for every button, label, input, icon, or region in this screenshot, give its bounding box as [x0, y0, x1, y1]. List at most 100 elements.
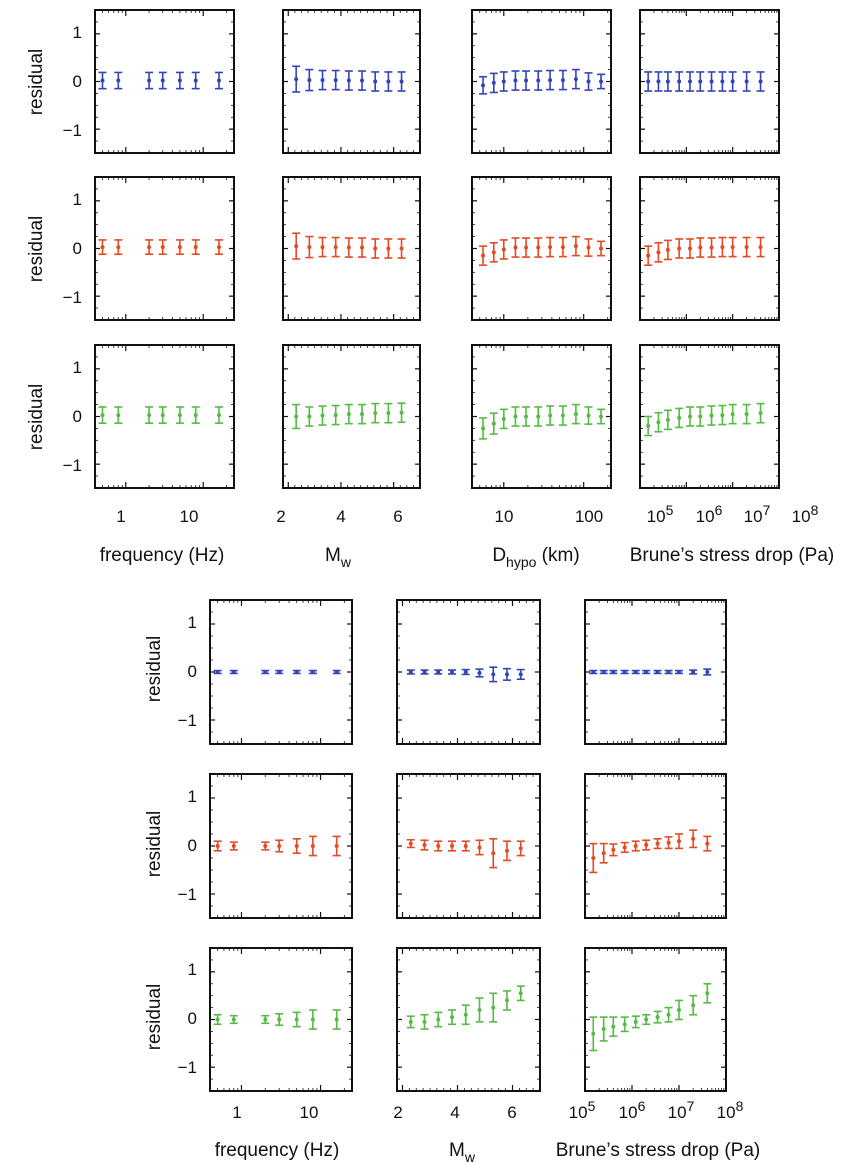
data-point	[491, 851, 496, 856]
errorbar-point	[475, 668, 484, 678]
data-point	[656, 79, 661, 84]
errorbar-point	[503, 667, 511, 681]
data-point	[501, 247, 506, 252]
data-point	[333, 245, 338, 250]
errorbar-point	[609, 1016, 618, 1037]
upper-ylabels: residual residual residual	[26, 49, 47, 451]
errorbar-point	[145, 406, 154, 424]
errorbar-point	[664, 669, 673, 675]
errorbar-point	[696, 406, 705, 427]
errorbar-point	[522, 406, 531, 427]
data-point	[705, 670, 710, 674]
panel-frame	[94, 344, 235, 489]
data-point	[601, 670, 606, 674]
ytick-label: 1	[73, 23, 82, 42]
errorbar-point	[718, 404, 727, 426]
ytick-label: 1	[188, 787, 197, 806]
panel-frame	[584, 947, 727, 1092]
data-point	[599, 79, 604, 84]
errorbar-point	[371, 238, 380, 259]
panel-upper-green-frequency	[94, 344, 235, 489]
data-point	[463, 844, 468, 848]
data-point	[307, 414, 312, 419]
xlabel-dhypo-upper: Dhypo (km)	[492, 545, 579, 570]
data-point	[691, 670, 696, 674]
ylabel-upper-row3: residual	[26, 384, 47, 451]
data-point	[408, 670, 413, 674]
errorbar-point	[318, 236, 327, 258]
errorbar-point	[599, 669, 608, 675]
data-point	[698, 79, 703, 84]
data-point	[691, 1003, 696, 1008]
xtick-stress-1e8: 108	[717, 1098, 744, 1122]
errorbar-point	[534, 70, 543, 91]
data-point	[333, 413, 338, 418]
errorbar-point	[728, 236, 737, 258]
data-point	[481, 253, 486, 258]
data-point	[147, 78, 152, 83]
data-point	[481, 83, 486, 88]
panel-upper-red-frequency	[94, 176, 235, 321]
data-point	[644, 843, 649, 848]
xtick-stress-1e5: 105	[647, 502, 674, 526]
errorbar-point	[420, 1013, 429, 1030]
panel-frame	[282, 176, 421, 321]
errorbar-point	[344, 70, 353, 91]
errorbar-point	[158, 239, 167, 256]
errorbar-point	[675, 407, 684, 429]
data-point	[463, 670, 468, 674]
data-point	[688, 414, 693, 419]
data-point	[216, 413, 221, 418]
panel-frame	[396, 599, 541, 745]
data-point	[513, 414, 518, 419]
errorbar-point	[229, 1014, 238, 1025]
data-point	[758, 79, 763, 84]
data-point	[688, 79, 693, 84]
errorbar-point	[589, 842, 598, 874]
data-point	[665, 247, 670, 252]
errorbar-point	[642, 1013, 651, 1026]
errorbar-point	[308, 669, 317, 675]
xtick-stress-1e7: 107	[744, 502, 771, 526]
errorbar-point	[620, 669, 629, 675]
data-point	[524, 414, 529, 419]
data-point	[399, 246, 404, 251]
errorbar-point	[654, 241, 663, 263]
data-point	[536, 78, 541, 83]
panel-upper-green-dhypo	[471, 344, 612, 489]
ytick-label: −1	[178, 885, 197, 904]
panel-lower-red-frequency	[209, 773, 353, 919]
data-point	[481, 426, 486, 431]
data-point	[633, 670, 638, 674]
errorbar-point	[756, 402, 765, 424]
data-point	[160, 245, 165, 250]
errorbar-point	[663, 239, 672, 261]
data-point	[655, 1015, 660, 1020]
errorbar-point	[158, 71, 167, 90]
data-point	[373, 79, 378, 84]
errorbar-point	[589, 669, 598, 675]
data-point	[656, 420, 661, 425]
errorbar-point	[275, 669, 284, 675]
data-point	[422, 1019, 427, 1024]
ytick-label: −1	[63, 288, 82, 307]
errorbar-point	[475, 997, 484, 1023]
errorbar-point	[191, 71, 200, 90]
errorbar-point	[689, 829, 698, 849]
errorbar-point	[644, 415, 653, 437]
errorbar-point	[489, 241, 498, 263]
xtick-frequency-1: 1	[116, 507, 125, 526]
errorbar-point	[686, 238, 695, 259]
errorbar-point	[644, 71, 653, 92]
data-point	[666, 670, 671, 674]
panel-upper-green-mw	[282, 344, 421, 489]
data-point	[477, 1007, 482, 1012]
errorbar-point	[558, 69, 567, 91]
errorbar-point	[292, 232, 301, 260]
data-point	[160, 78, 165, 83]
data-point	[294, 77, 299, 82]
data-point	[294, 1017, 299, 1022]
errorbar-point	[214, 406, 223, 424]
data-point	[560, 245, 565, 250]
data-point	[399, 79, 404, 84]
